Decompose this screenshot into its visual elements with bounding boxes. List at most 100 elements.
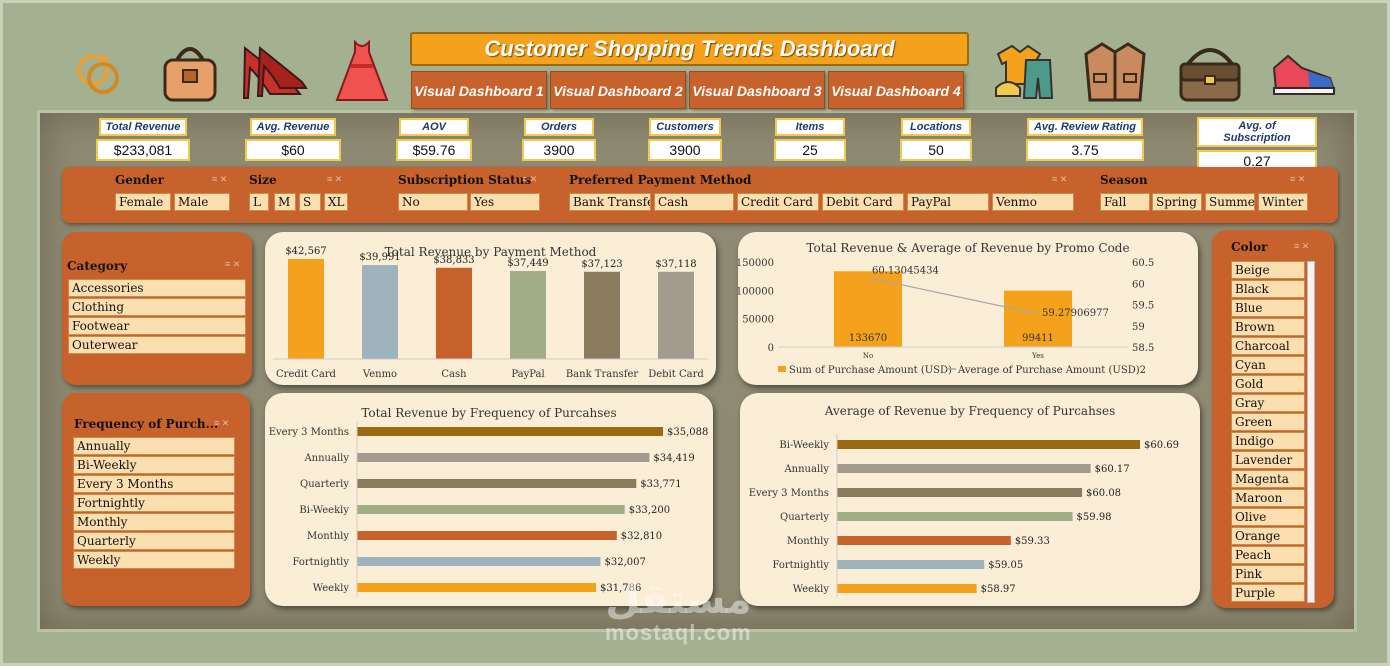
line-value-label: 59.27906977 bbox=[1042, 308, 1109, 319]
bar bbox=[362, 265, 398, 359]
dress-icon bbox=[335, 39, 389, 101]
y-tick-label: 100000 bbox=[738, 286, 774, 297]
data-label: $37,449 bbox=[507, 258, 548, 269]
slicer-item-orange[interactable]: Orange bbox=[1231, 527, 1305, 545]
slicer-item-magenta[interactable]: Magenta bbox=[1231, 470, 1305, 488]
kpi-orders: Orders 3900 bbox=[522, 117, 596, 161]
slicer-item-winter[interactable]: Winter bbox=[1258, 193, 1308, 211]
slicer-item-credit-card[interactable]: Credit Card bbox=[737, 193, 819, 211]
slicer-item-outerwear[interactable]: Outerwear bbox=[68, 336, 246, 354]
kpi-value: $60 bbox=[245, 139, 341, 161]
slicer-item-male[interactable]: Male bbox=[174, 193, 230, 211]
bar-value-label: 133670 bbox=[849, 333, 887, 344]
clear-filter-icon[interactable]: ≡ ✕ bbox=[214, 418, 230, 428]
tab-visual-dashboard-1[interactable]: Visual Dashboard 1 bbox=[411, 71, 547, 109]
slicer-item-no[interactable]: No bbox=[398, 193, 468, 211]
slicer-item-blue[interactable]: Blue bbox=[1231, 299, 1305, 317]
slicer-item-indigo[interactable]: Indigo bbox=[1231, 432, 1305, 450]
clear-filter-icon[interactable]: ≡ ✕ bbox=[1294, 241, 1310, 251]
slicer-item-quarterly[interactable]: Quarterly bbox=[73, 532, 235, 550]
slicer-item-paypal[interactable]: PayPal bbox=[907, 193, 989, 211]
slicer-item-venmo[interactable]: Venmo bbox=[992, 193, 1074, 211]
slicer-item-cyan[interactable]: Cyan bbox=[1231, 356, 1305, 374]
kpi-label: Avg. Revenue bbox=[249, 118, 337, 136]
slicer-item-lavender[interactable]: Lavender bbox=[1231, 451, 1305, 469]
data-label: $59.33 bbox=[1015, 536, 1050, 547]
slicer-item-bi-weekly[interactable]: Bi-Weekly bbox=[73, 456, 235, 474]
slicer-item-fall[interactable]: Fall bbox=[1100, 193, 1150, 211]
tab-visual-dashboard-3[interactable]: Visual Dashboard 3 bbox=[689, 71, 825, 109]
slicer-item-xl[interactable]: XL bbox=[324, 193, 348, 211]
y2-tick-label: 60.5 bbox=[1132, 258, 1154, 269]
slicer-item-olive[interactable]: Olive bbox=[1231, 508, 1305, 526]
high-heels-icon bbox=[242, 45, 308, 99]
slicer-item-m[interactable]: M bbox=[274, 193, 296, 211]
category-label: Annually bbox=[783, 464, 829, 475]
slicer-item-footwear[interactable]: Footwear bbox=[68, 317, 246, 335]
slicer-item-maroon[interactable]: Maroon bbox=[1231, 489, 1305, 507]
clear-filter-icon[interactable]: ≡ ✕ bbox=[1290, 174, 1306, 184]
avg-revenue-frequency-chart: Average of Revenue by Frequency of Purca… bbox=[740, 393, 1200, 606]
category-label: Venmo bbox=[362, 369, 397, 380]
data-label: $35,088 bbox=[667, 427, 708, 438]
slicer-item-yes[interactable]: Yes bbox=[470, 193, 540, 211]
category-label: Credit Card bbox=[276, 369, 337, 380]
bar bbox=[357, 479, 637, 488]
slicer-item-peach[interactable]: Peach bbox=[1231, 546, 1305, 564]
slicer-item-cash[interactable]: Cash bbox=[654, 193, 734, 211]
category-label: Quarterly bbox=[300, 479, 349, 490]
legend-label: Sum of Purchase Amount (USD) bbox=[789, 365, 952, 376]
slicer-item-monthly[interactable]: Monthly bbox=[73, 513, 235, 531]
category-label: Bank Transfer bbox=[566, 369, 639, 380]
chart-title: Average of Revenue by Frequency of Purca… bbox=[824, 404, 1116, 418]
slicer-item-weekly[interactable]: Weekly bbox=[73, 551, 235, 569]
bar bbox=[837, 536, 1011, 545]
kpi-value: $233,081 bbox=[96, 139, 190, 161]
clear-filter-icon[interactable]: ≡ ✕ bbox=[327, 174, 343, 184]
slicer-item-black[interactable]: Black bbox=[1231, 280, 1305, 298]
filter-bar: Gender ≡ ✕ Female Male Size ≡ ✕ L M S XL… bbox=[62, 167, 1338, 223]
kpi-total-revenue: Total Revenue $233,081 bbox=[96, 117, 190, 161]
clear-filter-icon[interactable]: ≡ ✕ bbox=[1052, 174, 1068, 184]
slicer-item-gray[interactable]: Gray bbox=[1231, 394, 1305, 412]
payment-method-chart: Total Revenue by Payment Method $42,567 C… bbox=[265, 232, 716, 385]
size-slicer-title: Size bbox=[249, 173, 277, 187]
slicer-item-s[interactable]: S bbox=[299, 193, 321, 211]
slicer-item-every-3-months[interactable]: Every 3 Months bbox=[73, 475, 235, 493]
kpi-label: Avg. Review Rating bbox=[1026, 118, 1144, 136]
category-label: Monthly bbox=[787, 536, 829, 547]
slicer-item-green[interactable]: Green bbox=[1231, 413, 1305, 431]
category-label: Annually bbox=[303, 453, 349, 464]
slicer-item-purple[interactable]: Purple bbox=[1231, 584, 1305, 602]
slicer-item-beige[interactable]: Beige bbox=[1231, 261, 1305, 279]
bar bbox=[837, 464, 1091, 473]
slicer-item-bank-transfer[interactable]: Bank Transfer bbox=[569, 193, 651, 211]
tab-visual-dashboard-2[interactable]: Visual Dashboard 2 bbox=[550, 71, 686, 109]
slicer-item-l[interactable]: L bbox=[249, 193, 269, 211]
tab-visual-dashboard-4[interactable]: Visual Dashboard 4 bbox=[828, 71, 964, 109]
slicer-item-annually[interactable]: Annually bbox=[73, 437, 235, 455]
clear-filter-icon[interactable]: ≡ ✕ bbox=[522, 174, 538, 184]
slicer-item-clothing[interactable]: Clothing bbox=[68, 298, 246, 316]
slicer-item-debit-card[interactable]: Debit Card bbox=[822, 193, 904, 211]
clear-filter-icon[interactable]: ≡ ✕ bbox=[212, 174, 228, 184]
slicer-item-summer[interactable]: Summer bbox=[1205, 193, 1255, 211]
slicer-item-fortnightly[interactable]: Fortnightly bbox=[73, 494, 235, 512]
category-label: No bbox=[863, 352, 873, 360]
slicer-item-accessories[interactable]: Accessories bbox=[68, 279, 246, 297]
slicer-item-pink[interactable]: Pink bbox=[1231, 565, 1305, 583]
slicer-item-brown[interactable]: Brown bbox=[1231, 318, 1305, 336]
slicer-item-gold[interactable]: Gold bbox=[1231, 375, 1305, 393]
clothes-icon bbox=[995, 44, 1054, 99]
slicer-item-charcoal[interactable]: Charcoal bbox=[1231, 337, 1305, 355]
slicer-item-female[interactable]: Female bbox=[115, 193, 171, 211]
bar bbox=[1004, 290, 1072, 347]
earrings-icon bbox=[77, 54, 119, 94]
slicer-item-spring[interactable]: Spring bbox=[1152, 193, 1202, 211]
color-slicer-scrollbar[interactable] bbox=[1307, 261, 1315, 603]
category-label: Weekly bbox=[793, 584, 830, 595]
data-label: $39,991 bbox=[359, 252, 400, 263]
kpi-value: 50 bbox=[900, 139, 972, 161]
category-label: Quarterly bbox=[780, 512, 829, 523]
clear-filter-icon[interactable]: ≡ ✕ bbox=[225, 259, 241, 269]
